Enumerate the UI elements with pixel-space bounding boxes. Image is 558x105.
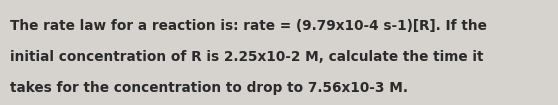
- Text: initial concentration of R is 2.25x10-2 M, calculate the time it: initial concentration of R is 2.25x10-2 …: [10, 50, 484, 64]
- Text: The rate law for a reaction is: rate = (9.79x10-4 s-1)[R]. If the: The rate law for a reaction is: rate = (…: [10, 19, 487, 33]
- Text: takes for the concentration to drop to 7.56x10-3 M.: takes for the concentration to drop to 7…: [10, 81, 408, 95]
